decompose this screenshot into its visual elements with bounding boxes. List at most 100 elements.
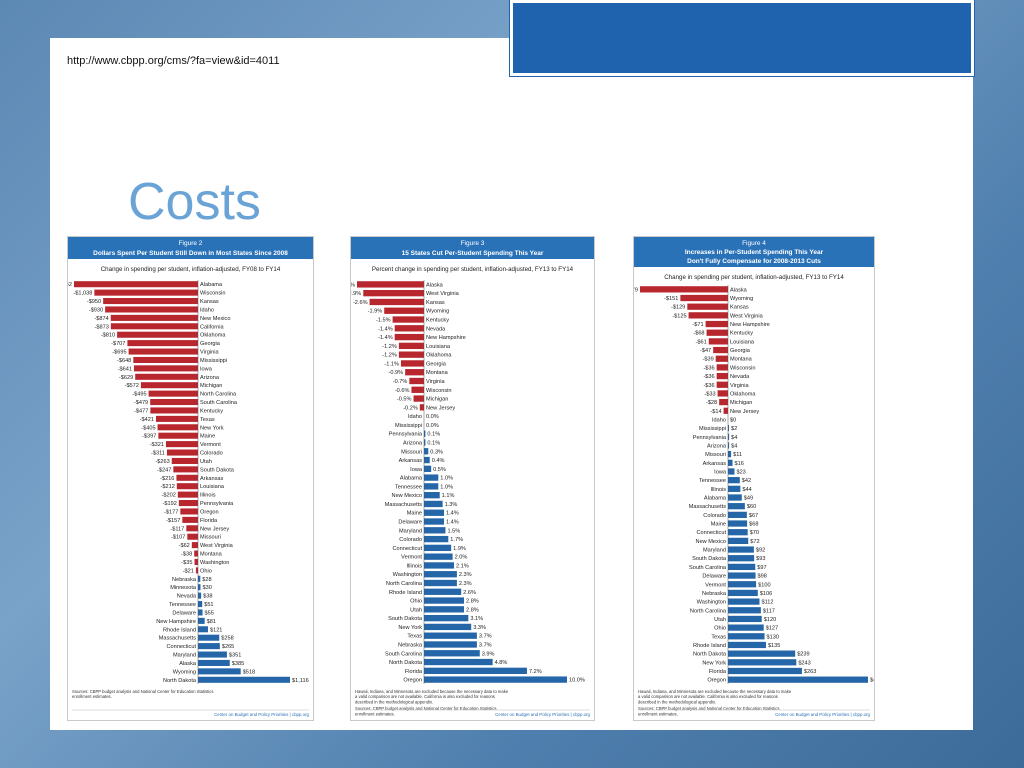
category-label: South Dakota	[388, 616, 423, 622]
bar	[103, 298, 198, 305]
bar	[74, 281, 198, 288]
category-label: Arkansas	[703, 461, 727, 467]
data-label: $385	[232, 661, 244, 667]
data-label: 0.4%	[432, 458, 445, 464]
category-label: Maryland	[399, 528, 422, 534]
category-label: Missouri	[705, 452, 726, 458]
data-label: 2.8%	[466, 599, 479, 605]
category-label: Georgia	[426, 361, 447, 367]
category-label: Oklahoma	[426, 353, 452, 359]
category-label: West Virginia	[730, 313, 764, 319]
data-label: -1.4%	[378, 326, 393, 332]
bar	[728, 451, 732, 458]
bar	[128, 348, 198, 355]
data-label: $68	[749, 522, 758, 528]
data-label: -$930	[89, 307, 103, 313]
data-label: 3.3%	[473, 625, 486, 631]
category-label: Nebraska	[172, 577, 197, 583]
category-label: Kentucky	[426, 318, 449, 324]
data-label: $55	[205, 610, 214, 616]
category-label: New York	[200, 425, 224, 431]
category-label: Alaska	[179, 661, 197, 667]
data-label: $135	[768, 643, 780, 649]
data-label: -$14	[710, 409, 721, 415]
category-label: New York	[398, 625, 422, 631]
category-label: Alabama	[400, 476, 423, 482]
data-label: $81	[207, 619, 216, 625]
data-label: -$36	[703, 374, 714, 380]
data-label: $2	[731, 426, 737, 432]
bar	[687, 303, 728, 310]
category-label: Mississippi	[699, 426, 726, 432]
data-label: -$1,242	[68, 282, 72, 288]
figure-subtitle: Change in spending per student, inflatio…	[101, 266, 281, 273]
data-label: $92	[756, 548, 765, 554]
figure-4-chart: Figure 4 Increases in Per-Student Spendin…	[634, 237, 874, 717]
category-label: Kansas	[730, 305, 749, 311]
category-label: New York	[702, 660, 726, 666]
category-label: North Carolina	[690, 608, 727, 614]
data-label: $0	[730, 417, 736, 423]
category-label: Utah	[714, 617, 726, 623]
category-label: Oregon	[707, 678, 726, 684]
bar	[728, 598, 760, 605]
bar	[716, 372, 728, 380]
data-label: $130	[767, 634, 779, 640]
figure-note: a valid comparison are not available. Ca…	[638, 694, 778, 699]
data-label: $498	[870, 678, 874, 684]
bar	[719, 398, 728, 406]
bar	[424, 588, 462, 595]
category-label: Alabama	[200, 282, 223, 288]
figure-note: Hawaii, Indiana, and Minnesota are exclu…	[355, 689, 509, 694]
figure-header-band	[351, 237, 594, 259]
bar	[198, 575, 201, 582]
category-label: Wyoming	[426, 309, 449, 315]
data-label: -$125	[672, 313, 686, 319]
category-label: Connecticut	[166, 644, 196, 650]
category-label: Louisiana	[730, 339, 755, 345]
data-label: $120	[764, 617, 776, 623]
data-label: -$61	[696, 339, 707, 345]
data-label: $49	[744, 496, 753, 502]
bar	[705, 320, 728, 328]
data-label: $30	[202, 585, 211, 591]
bar	[177, 491, 198, 498]
data-label: $4	[731, 435, 737, 441]
bar	[728, 503, 745, 510]
data-label: 0.0%	[426, 414, 439, 420]
category-label: Florida	[200, 518, 218, 524]
data-label: 10.0%	[569, 678, 585, 684]
category-label: Vermont	[401, 555, 422, 561]
figure-subtitle: Percent change in spending per student, …	[372, 266, 574, 273]
bar	[194, 550, 198, 557]
data-label: -1.9%	[368, 309, 383, 315]
data-label: -$247	[157, 467, 171, 473]
bar	[176, 474, 198, 481]
category-label: New Jersey	[200, 526, 229, 532]
category-label: Idaho	[712, 417, 726, 423]
bar	[157, 424, 198, 431]
data-label: 1.7%	[450, 537, 463, 543]
bar	[424, 448, 429, 455]
bar	[424, 465, 432, 472]
bar	[424, 650, 480, 657]
bar	[717, 390, 728, 397]
category-label: Georgia	[730, 348, 751, 354]
category-label: Pennsylvania	[200, 501, 234, 507]
category-label: Vermont	[705, 582, 726, 588]
bar	[198, 584, 201, 591]
data-label: -$873	[95, 324, 109, 330]
data-label: -$21	[183, 568, 194, 574]
bar	[728, 615, 762, 623]
slide-title: Costs	[128, 173, 261, 231]
data-label: -$216	[160, 476, 174, 482]
category-label: Massachusetts	[385, 502, 423, 508]
figure-title-line-2: Don't Fully Compensate for 2008-2013 Cut…	[687, 258, 821, 265]
bar	[424, 667, 527, 674]
data-label: -$192	[163, 501, 177, 507]
data-label: $70	[750, 530, 759, 536]
bar	[198, 651, 227, 658]
bar	[178, 500, 198, 507]
bar	[424, 606, 465, 613]
category-label: Virginia	[200, 350, 219, 356]
